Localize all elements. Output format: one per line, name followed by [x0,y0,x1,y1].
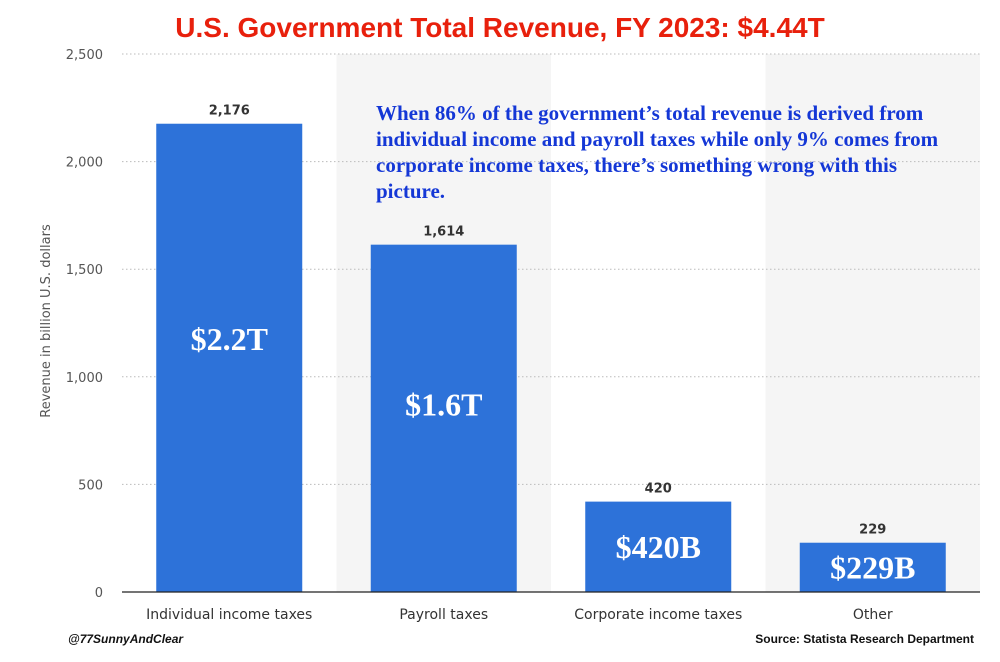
author-credit: @77SunnyAndClear [68,632,184,646]
bars [156,123,946,593]
category-label: Other [853,607,893,623]
y-tick-label: 500 [78,478,103,493]
bar [156,123,303,593]
data-label: 2,176 [209,104,250,119]
category-labels: Individual income taxes Payroll taxes Corp… [146,607,893,623]
data-label: 229 [859,523,886,538]
data-labels: 2,176 $2.2T 1,614 $1.6T 420 $420B 229 $229B [191,104,916,586]
y-tick-label: 1,000 [66,371,103,386]
category-label: Payroll taxes [399,607,488,623]
bar-value-label: $420B [616,529,701,565]
category-label: Corporate income taxes [574,607,742,623]
bar [799,542,946,592]
bar-value-label: $2.2T [191,321,268,357]
y-axis-title: Revenue in billion U.S. dollars [39,224,54,418]
bar [585,501,732,592]
category-label: Individual income taxes [146,607,312,623]
bar-value-label: $229B [830,549,915,585]
y-tick-label: 2,500 [66,48,103,63]
data-label: 1,614 [423,225,464,240]
background-band [765,54,980,592]
bar-value-label: $1.6T [405,386,482,422]
data-label: 420 [645,482,672,497]
y-tick-label: 2,000 [66,156,103,171]
chart-title: U.S. Government Total Revenue, FY 2023: … [175,12,825,43]
bar [370,244,517,592]
y-gridlines [122,53,980,485]
y-axis: 0 500 1,000 1,500 2,000 2,500 Revenue in billi… [39,48,980,601]
y-tick-label: 1,500 [66,263,103,278]
y-tick-label: 0 [95,586,103,601]
annotation-text: When 86% of the government’s total reven… [376,101,939,203]
source-note: Source: Statista Research Department [755,632,974,646]
